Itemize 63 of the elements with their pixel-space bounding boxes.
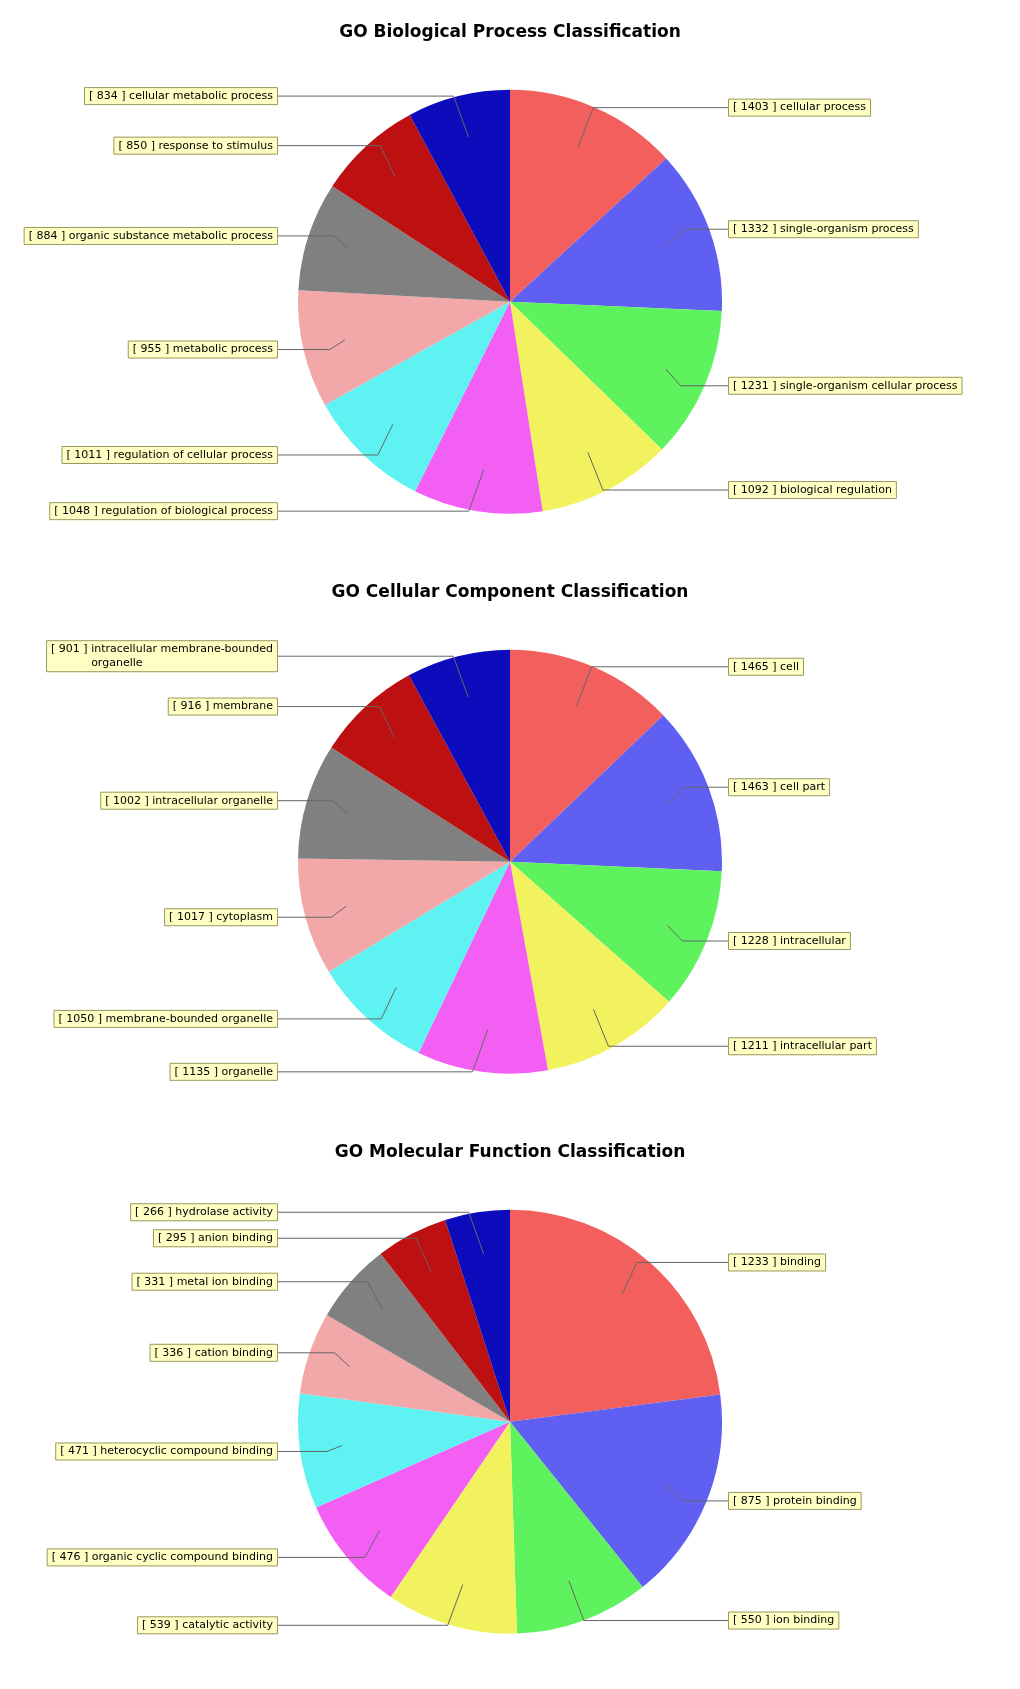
slice-label: biological regulation (780, 482, 892, 496)
slice-label: heterocyclic compound binding (100, 1444, 274, 1458)
slice-label: intracellular membrane-bounded organelle (91, 642, 274, 670)
data-label: [ 1135 ] (174, 1064, 219, 1078)
data-label: [ 955 ] (132, 342, 170, 356)
data-label: [ 336 ] (154, 1345, 192, 1359)
slice-label: hydrolase activity (175, 1205, 274, 1219)
slice-label: single-organism process (780, 222, 915, 236)
data-label: [ 471 ] (60, 1444, 97, 1458)
slice-label: regulation of biological process (101, 504, 274, 518)
data-label: [ 539 ] (142, 1618, 179, 1632)
data-label: [ 1233 ] (733, 1255, 777, 1269)
slice-label: protein binding (773, 1493, 857, 1507)
data-label: [ 1050 ] (58, 1011, 103, 1025)
slice-label: ion binding (773, 1613, 835, 1627)
slice-label: intracellular (780, 933, 847, 947)
slice-label: cation binding (194, 1345, 273, 1359)
slice-label: regulation of cellular process (113, 447, 274, 461)
data-label: [ 1048 ] (54, 504, 98, 518)
data-label: [ 550 ] (733, 1613, 770, 1627)
data-label: [ 850 ] (118, 138, 155, 152)
data-label: [ 295 ] (157, 1231, 195, 1245)
data-label: [ 916 ] (172, 699, 210, 713)
chart-title: GO Cellular Component Classification (331, 580, 689, 601)
data-label: [ 1092 ] (733, 482, 777, 496)
slice-label: anion binding (198, 1231, 274, 1245)
slice-label: metal ion binding (176, 1274, 274, 1288)
data-label: [ 1465 ] (733, 659, 777, 673)
slice-label: cellular metabolic process (129, 88, 274, 102)
slice-label: binding (780, 1255, 822, 1269)
slice-label: single-organism cellular process (780, 378, 958, 392)
data-label: [ 834 ] (89, 88, 126, 102)
data-label: [ 1228 ] (733, 933, 777, 947)
slice-label: membrane (212, 699, 274, 713)
slice-label: intracellular organelle (152, 793, 274, 807)
slice-label: catalytic activity (182, 1618, 274, 1632)
slice-label: cellular process (780, 100, 867, 114)
slice-label: cell part (780, 780, 826, 794)
data-label: [ 266 ] (135, 1205, 172, 1219)
slice-label: organelle (221, 1064, 274, 1078)
slice-label: response to stimulus (158, 138, 274, 152)
chart-title: GO Molecular Function Classification (334, 1140, 686, 1161)
data-label: [ 331 ] (136, 1274, 174, 1288)
data-label: [ 875 ] (733, 1493, 770, 1507)
data-label: [ 1463 ] (733, 780, 777, 794)
slice-label: organic substance metabolic process (68, 228, 274, 242)
data-label: [ 1017 ] (169, 910, 213, 924)
data-label: [ 1332 ] (733, 222, 777, 236)
chart-title: GO Biological Process Classification (339, 20, 681, 41)
slice-label: membrane-bounded organelle (105, 1011, 274, 1025)
data-label: [ 884 ] (28, 228, 66, 242)
slice-label: cytoplasm (216, 910, 273, 924)
slice-label: organic cyclic compound binding (91, 1550, 273, 1564)
data-label: [ 901 ] (51, 642, 88, 656)
slice-label: intracellular part (780, 1039, 873, 1053)
slice-label: metabolic process (172, 342, 274, 356)
data-label: [ 1403 ] (733, 100, 777, 114)
slice-label: cell (780, 659, 799, 673)
data-label: [ 476 ] (51, 1550, 89, 1564)
data-label: [ 1231 ] (733, 378, 777, 392)
data-label: [ 1002 ] (105, 793, 149, 807)
data-label: [ 1011 ] (66, 447, 111, 461)
data-label: [ 1211 ] (733, 1039, 777, 1053)
